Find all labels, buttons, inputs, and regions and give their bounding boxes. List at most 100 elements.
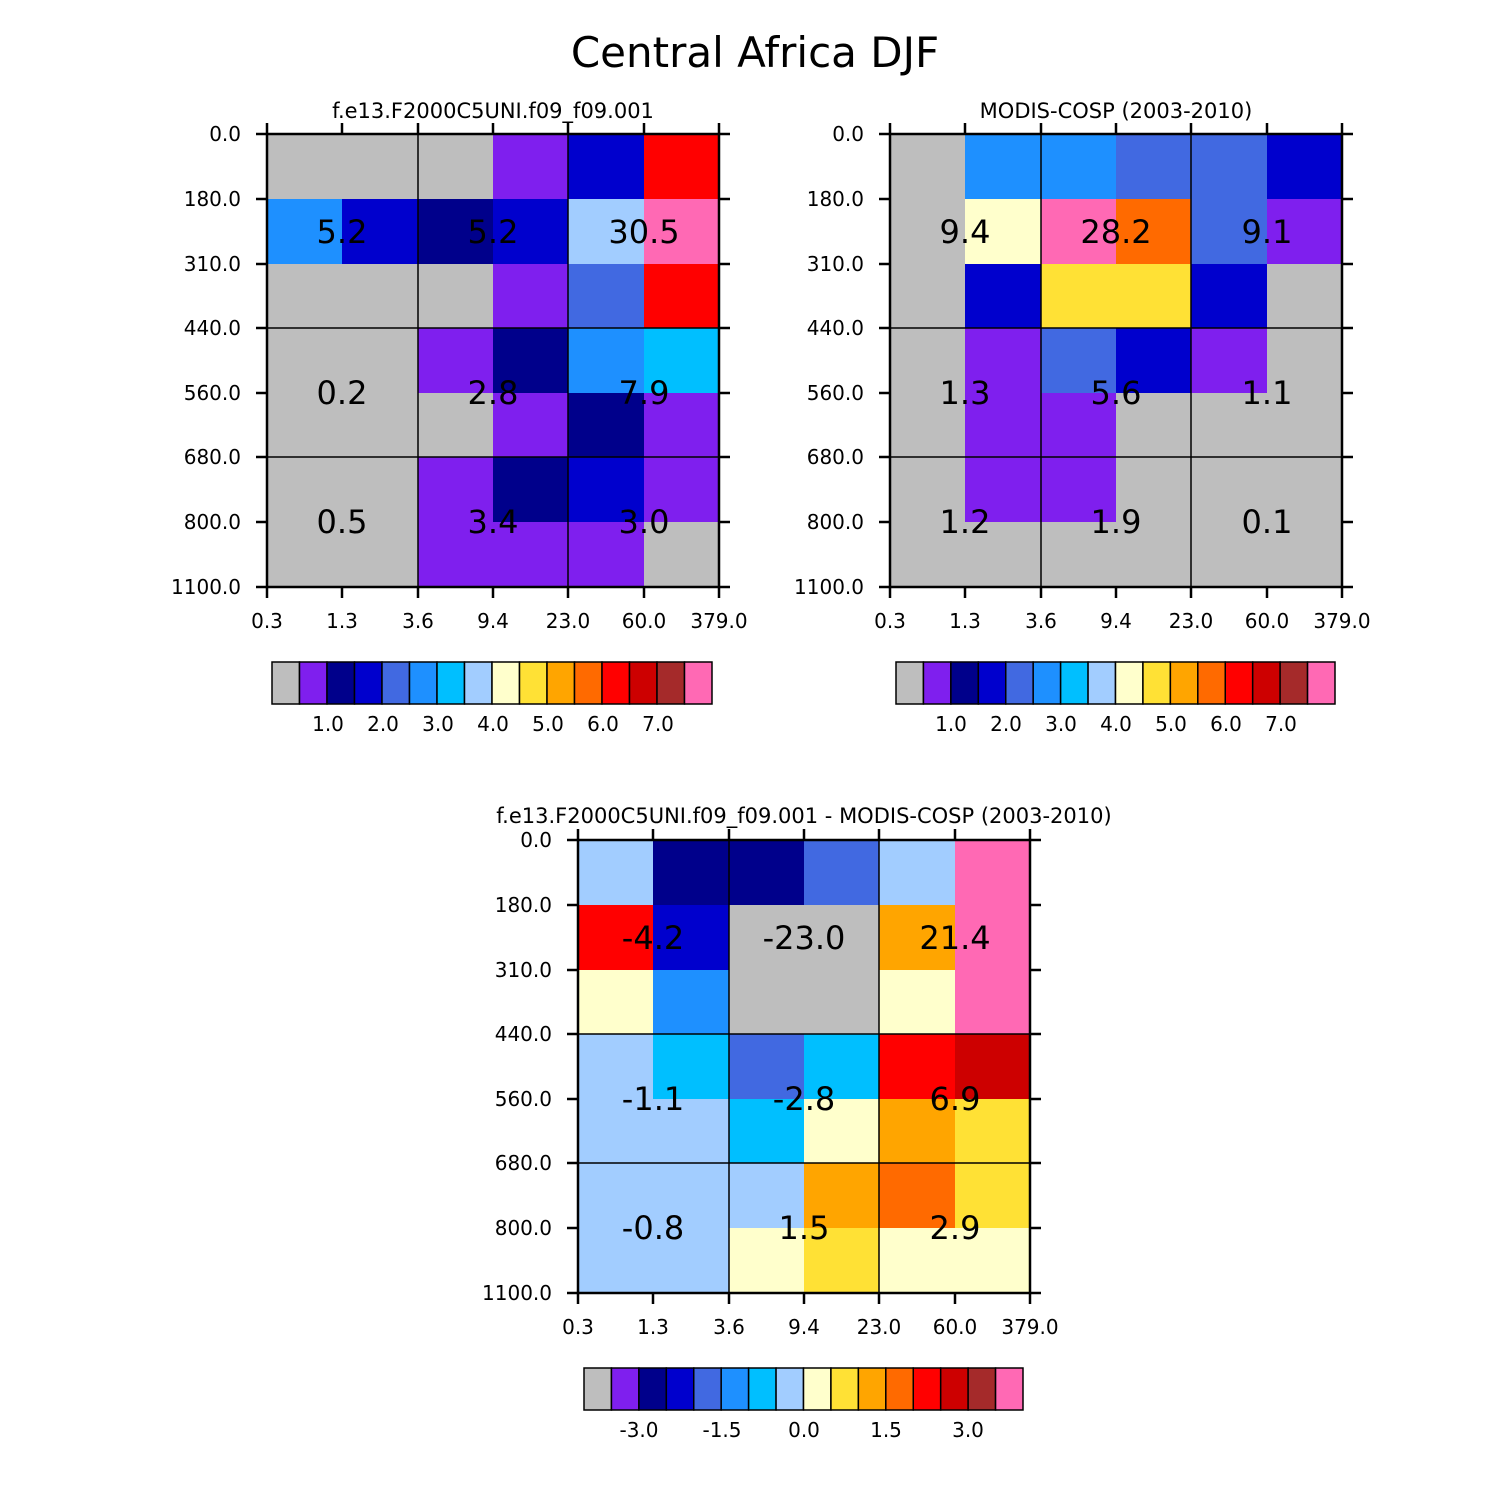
colorbar-label: 1.5 <box>870 1418 902 1442</box>
heatmap-cell <box>1267 522 1343 588</box>
heatmap-cell <box>1116 199 1192 265</box>
x-tick-label: 9.4 <box>788 1315 820 1339</box>
heatmap-cell <box>493 522 569 588</box>
heatmap-cell <box>493 393 569 458</box>
colorbar-swatch <box>683 661 713 705</box>
y-tick-label: 310.0 <box>184 252 241 276</box>
heatmap-cell <box>1116 522 1192 588</box>
panel-title: f.e13.F2000C5UNI.f09_f09.001 <box>332 99 654 124</box>
y-tick-label: 560.0 <box>184 381 241 405</box>
heatmap-cell <box>1267 199 1343 265</box>
colorbar-swatch <box>994 1367 1024 1411</box>
colorbar-label: 7.0 <box>642 712 674 736</box>
block-total-label: 3.4 <box>468 503 519 541</box>
heatmap-cell <box>568 199 645 265</box>
heatmap-cell <box>890 393 966 458</box>
y-tick-label: 800.0 <box>184 510 241 534</box>
colorbar-swatch <box>885 1367 914 1411</box>
heatmap-cell <box>890 199 966 265</box>
heatmap-cell <box>1191 393 1268 458</box>
heatmap-cell <box>804 1099 880 1164</box>
colorbar-swatch <box>1169 661 1199 705</box>
colorbar-swatch <box>656 661 686 705</box>
y-tick-label: 0.0 <box>832 122 864 146</box>
block-total-label: -23.0 <box>763 919 846 957</box>
heatmap-cell <box>1041 199 1117 265</box>
heatmap-cell <box>890 457 966 523</box>
y-tick-label: 1100.0 <box>171 575 241 599</box>
x-tick-label: 1.3 <box>949 609 981 633</box>
heatmap-cell <box>729 970 805 1035</box>
heatmap-cell <box>653 1099 730 1164</box>
heatmap-cell <box>267 264 343 329</box>
colorbar-swatch <box>628 661 658 705</box>
heatmap-cell <box>1267 264 1343 329</box>
y-tick-label: 560.0 <box>807 381 864 405</box>
heatmap-cell <box>965 264 1042 329</box>
heatmap-cell <box>1191 264 1268 329</box>
colorbar-label: 4.0 <box>1100 712 1132 736</box>
heatmap-cell <box>955 905 1031 971</box>
heatmap-cell <box>1191 522 1268 588</box>
colorbar-label: 5.0 <box>1155 712 1187 736</box>
heatmap-cell <box>1267 134 1343 200</box>
y-tick-label: 680.0 <box>495 1151 552 1175</box>
colorbar-swatch <box>720 1367 750 1411</box>
block-total-label: 1.9 <box>1091 503 1142 541</box>
heatmap-cell <box>1191 328 1268 394</box>
heatmap-cell <box>653 1228 730 1294</box>
colorbar-swatch <box>601 661 631 705</box>
block-total-label: 1.5 <box>779 1209 830 1247</box>
block-total-label: 28.2 <box>1080 213 1151 251</box>
heatmap-cell <box>418 457 494 523</box>
colorbar-swatch <box>950 661 980 705</box>
colorbar-label: 6.0 <box>587 712 619 736</box>
colorbar-swatch <box>1142 661 1172 705</box>
x-tick-label: 23.0 <box>857 1315 902 1339</box>
heatmap-cell <box>644 134 720 200</box>
block-total-label: 6.9 <box>930 1080 981 1118</box>
colorbar-swatch <box>573 661 603 705</box>
heatmap-cell <box>965 328 1042 394</box>
panel-2: MODIS-COSP (2003-2010) 9.4 28.2 9.1 1.3 5.6 1.… <box>794 99 1371 736</box>
y-tick-label: 180.0 <box>495 893 552 917</box>
heatmap-cell <box>729 1228 805 1294</box>
colorbar-swatch <box>1306 661 1336 705</box>
y-tick-label: 800.0 <box>807 510 864 534</box>
colorbar-label: 3.0 <box>422 712 454 736</box>
heatmap-cell <box>653 1163 730 1229</box>
x-tick-label: 9.4 <box>477 609 509 633</box>
x-tick-label: 3.6 <box>1025 609 1057 633</box>
heatmap-cell <box>955 1163 1031 1229</box>
y-tick-label: 680.0 <box>184 445 241 469</box>
colorbar-swatch <box>895 661 925 705</box>
heatmap-cell <box>879 1228 956 1294</box>
heatmap-cell <box>644 457 720 523</box>
colorbar-swatch <box>1224 661 1254 705</box>
colorbar-label: 5.0 <box>532 712 564 736</box>
heatmap-cell <box>644 393 720 458</box>
colorbar-swatch <box>271 661 301 705</box>
heatmap-cell <box>965 457 1042 523</box>
colorbar-swatch <box>1114 661 1144 705</box>
colorbar-label: 2.0 <box>990 712 1022 736</box>
block-total-label: 1.1 <box>1242 374 1293 412</box>
colorbar-swatch <box>1197 661 1226 705</box>
heatmap-cell <box>804 970 880 1035</box>
heatmap-cell <box>804 905 880 971</box>
block-total-label: 5.2 <box>317 213 368 251</box>
heatmap-cell <box>729 905 805 971</box>
colorbar-swatch <box>939 1367 969 1411</box>
heatmap-cell <box>342 264 419 329</box>
heatmap-cell <box>804 840 880 906</box>
heatmap-cell <box>965 393 1042 458</box>
heatmap-cell <box>342 393 419 458</box>
heatmap-cell <box>890 328 966 394</box>
y-tick-label: 440.0 <box>184 316 241 340</box>
heatmap-cell <box>955 1228 1031 1294</box>
heatmap-cell <box>1116 393 1192 458</box>
heatmap-cell <box>578 1099 654 1164</box>
colorbar-swatch <box>638 1367 668 1411</box>
colorbar: 1.0 2.0 3.0 4.0 5.0 6.0 7.0 <box>271 661 713 736</box>
colorbar-swatch <box>1005 661 1034 705</box>
